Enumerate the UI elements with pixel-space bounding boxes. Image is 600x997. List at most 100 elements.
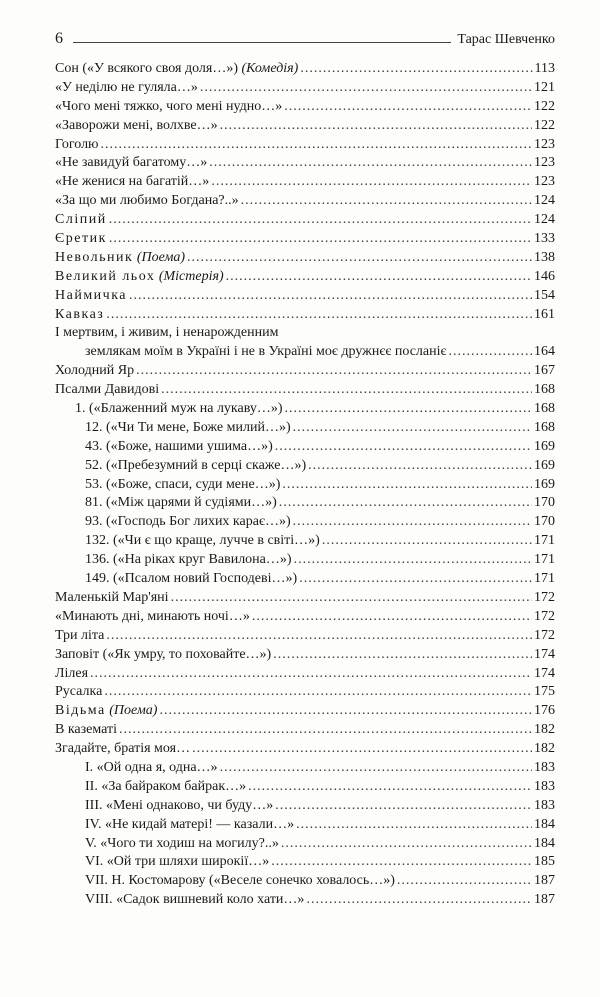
toc-row: «Минають дні, минають ночі…»172 [55, 608, 555, 627]
toc-page: 169 [534, 438, 555, 457]
toc-label: 1. («Блаженний муж на лукаву…») [75, 400, 283, 419]
toc-leaders [171, 589, 532, 608]
toc-label: VII. Н. Костомарову («Веселе сонечко хов… [85, 872, 395, 891]
toc-label: V. «Чого ти ходиш на могилу?..» [85, 835, 279, 854]
toc-leaders [281, 835, 532, 854]
toc-row: Псалми Давидові168 [55, 381, 555, 400]
toc-page: 168 [534, 419, 555, 438]
toc-row: 81. («Між царями й судіями…»)170 [55, 494, 555, 513]
toc-label: VI. «Ой три шляхи широкії…» [85, 853, 269, 872]
toc-page: 154 [534, 287, 555, 306]
author-name: Тарас Шевченко [457, 32, 555, 48]
toc-label: IV. «Не кидай матері! — казали…» [85, 816, 294, 835]
toc-label: «Заворожи мені, волхве…» [55, 117, 218, 136]
toc-page: 138 [534, 249, 555, 268]
toc-page: 121 [534, 79, 555, 98]
toc-label: Заповіт («Як умру, то поховайте…») [55, 646, 271, 665]
toc-label: 93. («Господь Бог лихих карає…») [85, 513, 291, 532]
toc-row: «Чого мені тяжко, чого мені нудно…»122 [55, 98, 555, 117]
toc-row: I. «Ой одна я, одна…»183 [55, 759, 555, 778]
toc-label: II. «За байраком байрак…» [85, 778, 246, 797]
table-of-contents: Сон («У всякого своя доля…») (Комедія)11… [55, 60, 555, 910]
toc-row: «За що ми любимо Богдана?..»124 [55, 192, 555, 211]
toc-page: 175 [534, 683, 555, 702]
toc-row: VI. «Ой три шляхи широкії…» 185 [55, 853, 555, 872]
toc-page: 133 [534, 230, 555, 249]
toc-row: 136. («На ріках круг Вавилона…»)171 [55, 551, 555, 570]
toc-row: Наймичка154 [55, 287, 555, 306]
toc-label: Русалка [55, 683, 102, 702]
toc-page: 122 [534, 98, 555, 117]
toc-page: 124 [534, 211, 555, 230]
toc-page: 124 [534, 192, 555, 211]
toc-row: IV. «Не кидай матері! — казали…» 184 [55, 816, 555, 835]
toc-label: 52. («Пребезумний в серці скаже…») [85, 457, 306, 476]
toc-row: Три літа172 [55, 627, 555, 646]
toc-page: 123 [534, 173, 555, 192]
header-rule [73, 42, 451, 43]
toc-leaders [211, 173, 532, 192]
toc-page: 123 [534, 136, 555, 155]
toc-label: Згадайте, братія моя… [55, 740, 190, 759]
toc-label: Кавказ [55, 306, 104, 325]
toc-page: 184 [534, 816, 555, 835]
toc-page: 187 [534, 891, 555, 910]
toc-row: Сліпий124 [55, 211, 555, 230]
toc-leaders [300, 60, 532, 79]
toc-leaders [106, 627, 532, 646]
toc-page: 182 [534, 740, 555, 759]
toc-leaders [129, 287, 532, 306]
toc-row: 132. («Чи є що краще, лучче в світі…»)17… [55, 532, 555, 551]
toc-leaders [282, 476, 532, 495]
toc-leaders [248, 778, 532, 797]
toc-page: 176 [534, 702, 555, 721]
toc-leaders [279, 494, 532, 513]
toc-label: 12. («Чи Ти мене, Боже милий…») [85, 419, 291, 438]
toc-label: «У неділю не гуляла…» [55, 79, 198, 98]
toc-page: 183 [534, 778, 555, 797]
toc-label: «Не завидуй багатому…» [55, 154, 207, 173]
toc-row: III. «Мені однаково, чи буду…»183 [55, 797, 555, 816]
toc-label: VIII. «Садок вишневий коло хати…» [85, 891, 304, 910]
toc-row: II. «За байраком байрак…» 183 [55, 778, 555, 797]
toc-label: Три літа [55, 627, 104, 646]
toc-label: Єретик [55, 230, 107, 249]
toc-page: 172 [534, 608, 555, 627]
toc-leaders [252, 608, 532, 627]
toc-leaders [226, 268, 532, 287]
toc-leaders [109, 211, 532, 230]
toc-label: Холодний Яр [55, 362, 134, 381]
toc-leaders [161, 381, 532, 400]
toc-page: 171 [534, 570, 555, 589]
toc-row: VIII. «Садок вишневий коло хати…» 187 [55, 891, 555, 910]
toc-leaders [397, 872, 532, 891]
toc-leaders [104, 683, 532, 702]
toc-page: 183 [534, 797, 555, 816]
toc-label: 132. («Чи є що краще, лучче в світі…») [85, 532, 320, 551]
toc-page: 185 [534, 853, 555, 872]
toc-row: Великий льох (Містерія)146 [55, 268, 555, 287]
toc-page: 182 [534, 721, 555, 740]
toc-label: 43. («Боже, нашими ушима…») [85, 438, 273, 457]
toc-page: 170 [534, 513, 555, 532]
toc-row: Маленькій Мар'яні 172 [55, 589, 555, 608]
toc-leaders [275, 438, 532, 457]
toc-page: 169 [534, 457, 555, 476]
toc-leaders [306, 891, 532, 910]
toc-row: 1. («Блаженний муж на лукаву…»)168 [55, 400, 555, 419]
toc-row: 93. («Господь Бог лихих карає…») 170 [55, 513, 555, 532]
toc-page: 167 [534, 362, 555, 381]
page-number: 6 [55, 30, 63, 48]
toc-leaders [192, 740, 532, 759]
toc-label: Маленькій Мар'яні [55, 589, 169, 608]
toc-label: Гоголю [55, 136, 99, 155]
toc-row: Відьма (Поема)176 [55, 702, 555, 721]
toc-leaders [220, 117, 532, 136]
toc-leaders [293, 513, 532, 532]
toc-row: V. «Чого ти ходиш на могилу?..»184 [55, 835, 555, 854]
toc-row: 52. («Пребезумний в серці скаже…») 169 [55, 457, 555, 476]
toc-label: 149. («Псалом новий Господеві…») [85, 570, 297, 589]
toc-page: 174 [534, 646, 555, 665]
toc-page: 172 [534, 589, 555, 608]
toc-row: Русалка 175 [55, 683, 555, 702]
